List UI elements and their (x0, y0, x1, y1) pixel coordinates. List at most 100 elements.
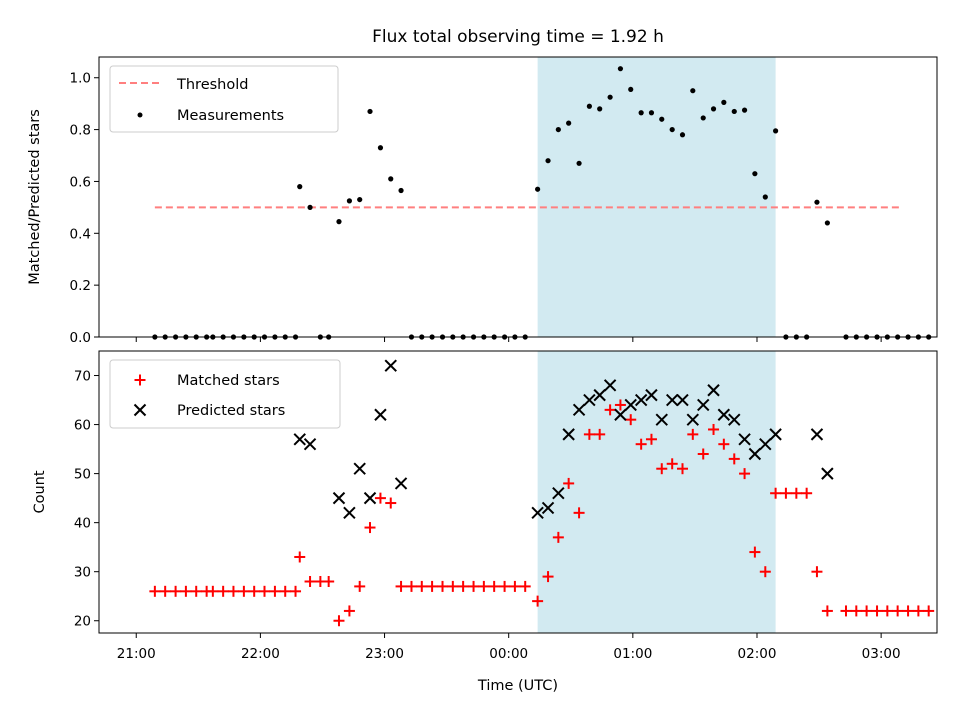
cross-stroke-b (707, 384, 720, 397)
matched-star-point (385, 497, 397, 509)
matched-star-point (248, 585, 260, 597)
matched-star-point (861, 605, 873, 617)
cross-stroke-b (645, 388, 658, 402)
predicted-star-point (655, 413, 668, 426)
bottom-shaded-region (537, 351, 776, 633)
cross-stroke-b (593, 388, 606, 402)
matched-star-point (656, 463, 668, 475)
top-legend-box (109, 65, 339, 133)
measurement-point (721, 99, 727, 105)
predicted-star-point (707, 384, 720, 397)
matched-star-point (614, 399, 626, 411)
measurement-point (731, 108, 737, 115)
matched-star-point (801, 487, 813, 499)
matched-star-point (840, 605, 852, 617)
matched-star-point (374, 492, 386, 504)
measurement-point (336, 219, 342, 225)
cross-stroke-b (717, 408, 731, 421)
top-panel: 0.0 0.2 0.4 0.6 0.8 1.0 Matched/Predicted sta… (27, 56, 938, 346)
matched-star-point (426, 580, 438, 592)
x-tick-label: 21:00 (117, 646, 156, 662)
predicted-star-point (634, 393, 648, 407)
matched-star-point (552, 531, 564, 543)
predicted-star-point (374, 408, 387, 421)
predicted-star-point (645, 388, 658, 402)
cross-stroke-b (748, 447, 762, 461)
predicted-star-point (332, 491, 346, 505)
bottom-y-axis-label: Count (32, 470, 48, 513)
matched-star-point (159, 585, 171, 597)
cross-stroke-b (676, 393, 689, 407)
cross-stroke-b (363, 491, 377, 505)
cross-stroke-b (343, 506, 356, 520)
predicted-star-point (562, 428, 575, 441)
measurement-point (690, 88, 696, 94)
matched-star-point (217, 585, 229, 597)
cross-stroke-b (821, 467, 834, 480)
matched-star-point (902, 605, 914, 617)
top-y-tick-label: 0.8 (70, 123, 91, 139)
matched-star-point (687, 428, 699, 440)
matched-star-point (697, 448, 709, 460)
measurement-point (814, 199, 820, 205)
matched-star-point (635, 438, 647, 450)
measurement-point (555, 126, 561, 133)
matched-star-point (770, 487, 782, 499)
predicted-star-point (572, 403, 586, 417)
predicted-star-point (303, 437, 317, 451)
predicted-star-point (686, 413, 700, 426)
cross-stroke-b (374, 408, 387, 421)
cross-stroke-b (738, 433, 751, 446)
cross-stroke-b (810, 428, 824, 441)
matched-star-point (645, 433, 657, 445)
bottom-y-tick-label: 30 (74, 565, 91, 581)
matched-star-point (923, 605, 935, 617)
measurement-point (679, 132, 686, 138)
x-tick-label: 03:00 (862, 646, 901, 662)
cross-stroke-b (303, 437, 317, 451)
measurement-point (597, 106, 603, 112)
matched-star-point (850, 605, 862, 617)
predicted-star-point (697, 398, 710, 412)
matched-star-point (790, 487, 802, 499)
cross-stroke-b (624, 398, 637, 412)
predicted-star-point (748, 447, 762, 461)
x-tick-label: 02:00 (738, 646, 777, 662)
cross-stroke-b (133, 403, 147, 417)
bottom-legend: Matched stars Predicted stars (109, 359, 341, 429)
matched-star-point (190, 585, 202, 597)
measurement-point (773, 128, 779, 134)
x-tick-label: 01:00 (613, 646, 652, 662)
matched-star-point (749, 546, 761, 558)
matched-star-point (583, 428, 595, 440)
top-y-tick-label: 0.2 (70, 278, 91, 294)
measurement-point (535, 186, 541, 192)
predicted-star-point (603, 379, 617, 392)
bottom-panel: 20 30 40 50 60 70 21:00 22:00 23:00 00:00 01:00 02… (32, 350, 938, 694)
measurement-point (628, 86, 634, 93)
matched-star-point (708, 423, 720, 435)
x-tick-label: 23:00 (365, 646, 404, 662)
matched-star-point (821, 605, 833, 617)
matched-star-point (625, 414, 637, 426)
top-y-axis-label: Matched/Predicted stars (27, 109, 43, 285)
legend-cross-marker (133, 403, 147, 417)
matched-star-point (364, 522, 376, 534)
measurement-point (357, 196, 363, 203)
predicted-star-point (394, 477, 408, 490)
matched-star-point (499, 580, 511, 592)
predicted-star-point (353, 462, 366, 475)
top-shaded-region (537, 57, 776, 337)
cross-stroke-b (552, 487, 565, 500)
predicted-star-point (552, 487, 565, 500)
matched-star-point (416, 580, 428, 592)
predicted-star-point (583, 393, 596, 407)
measurement-point (752, 171, 758, 177)
matched-star-point (333, 615, 345, 627)
top-y-tick-label: 0.0 (70, 330, 91, 346)
legend-matched-swatch (134, 374, 146, 386)
cross-stroke-b (384, 359, 397, 372)
cross-stroke-b (572, 403, 586, 417)
matched-star-point (542, 571, 554, 583)
cross-stroke-b (614, 408, 627, 421)
